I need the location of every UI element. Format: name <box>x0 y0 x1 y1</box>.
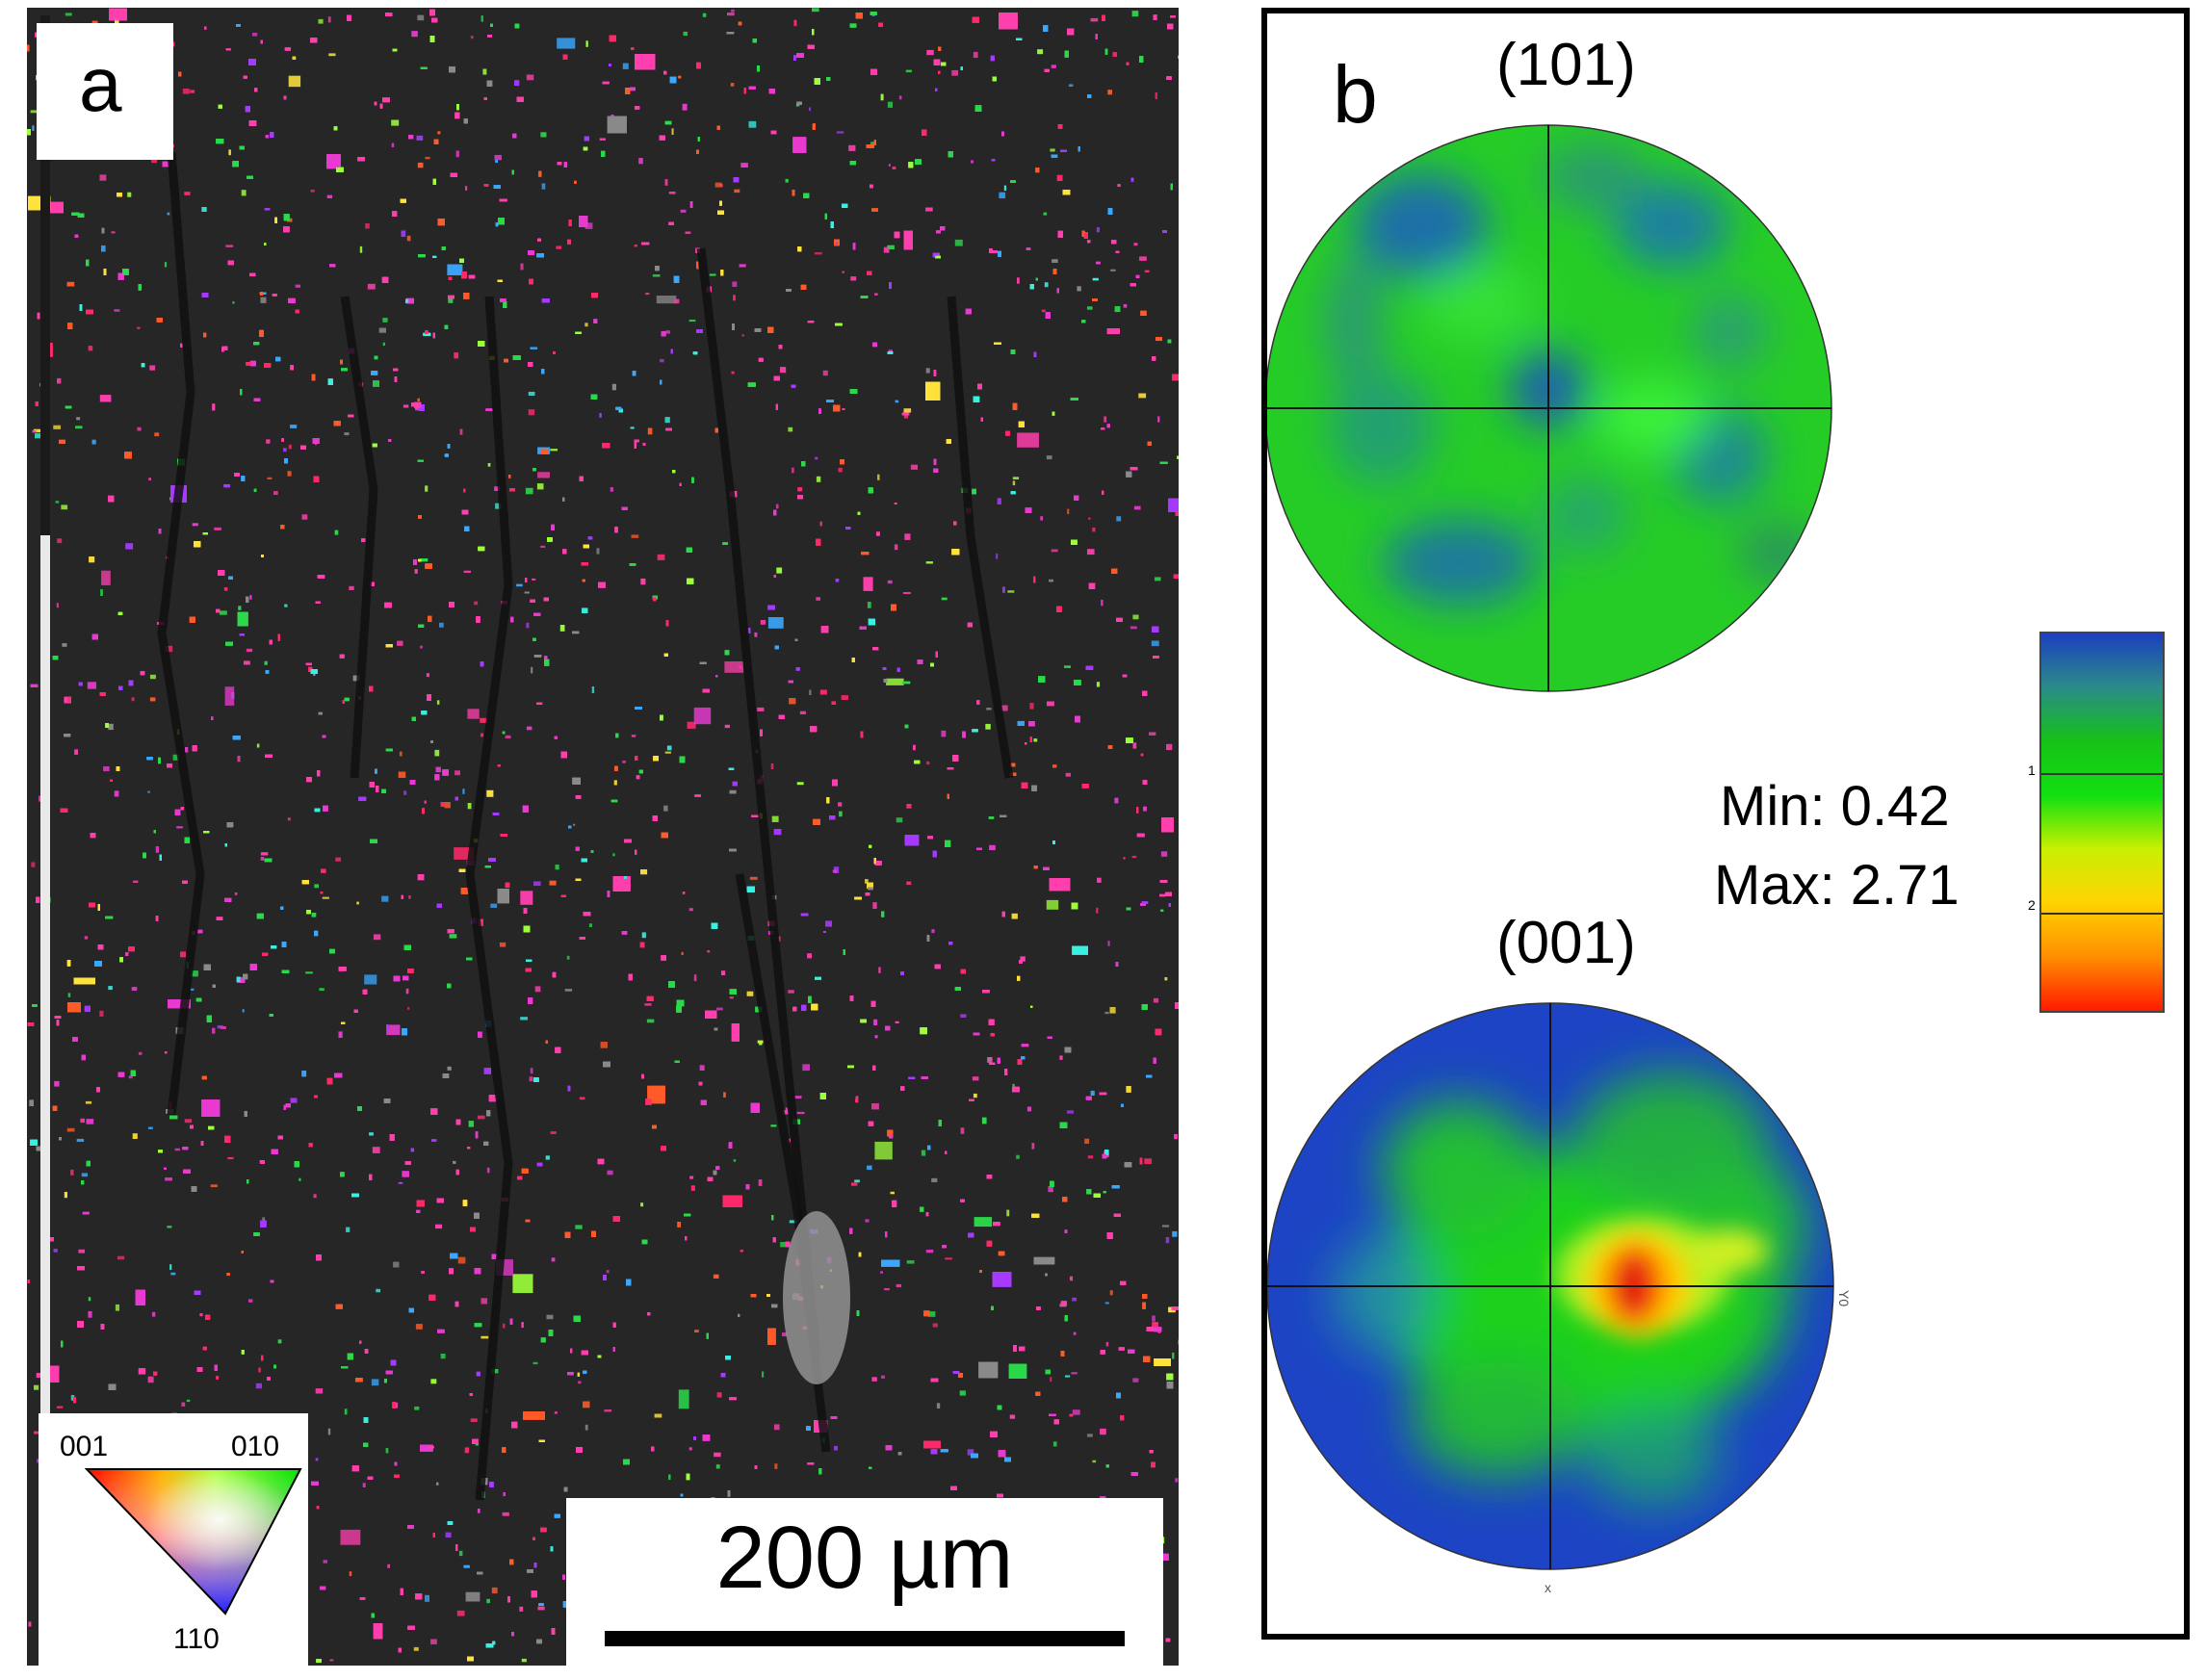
scale-bar-box: 200 µm <box>566 1498 1163 1666</box>
colorbar-tick-label-1: 1 <box>2028 762 2036 778</box>
min-intensity-label: Min: 0.42 <box>1720 775 1950 838</box>
colorbar-tick-label-2: 2 <box>2028 897 2036 913</box>
ebsd-crack <box>465 296 513 1501</box>
map-left-light-strip <box>40 535 50 1666</box>
panel-a-letter: a <box>79 41 122 127</box>
ipf-color-key: 001 010 110 <box>39 1413 308 1666</box>
ipf-label-001: 001 <box>60 1431 109 1462</box>
pole-figure-001 <box>1267 1003 1833 1569</box>
scale-bar-line <box>605 1631 1125 1646</box>
scale-bar-label: 200 µm <box>715 1509 1014 1607</box>
ipf-label-110: 110 <box>173 1623 220 1655</box>
colorbar-level-line <box>2041 913 2163 916</box>
map-left-dark-bar <box>40 15 50 535</box>
intensity-colorbar <box>2039 632 2165 1013</box>
ebsd-map-graphic <box>27 8 1179 1666</box>
ipf-triangle-graphic <box>84 1468 302 1615</box>
panel-a-label-box: a <box>37 23 173 160</box>
ebsd-crack <box>157 151 205 1116</box>
ebsd-grains <box>27 8 1179 1666</box>
ebsd-crack <box>340 296 378 779</box>
pole-figures-graphic: Y0 x <box>1267 124 1852 1595</box>
colorbar-level-line <box>2041 773 2163 776</box>
ebsd-crack <box>947 296 1014 779</box>
ebsd-unindexed-region <box>783 1211 850 1384</box>
ebsd-orientation-map: a <box>27 8 1179 1666</box>
axis-mark-bottom: x <box>1545 1580 1551 1595</box>
pole-figure-001-title: (001) <box>1496 910 1636 976</box>
ipf-label-010: 010 <box>231 1431 280 1462</box>
panel-b-letter: b <box>1333 49 1378 140</box>
pole-figures-panel: Y0 x b (101) (001) Min: 0.42 Max: 2.71 1… <box>1261 8 2190 1640</box>
max-intensity-label: Max: 2.71 <box>1714 854 1960 917</box>
pole-figure-101-title: (101) <box>1496 32 1636 98</box>
axis-mark-right: Y0 <box>1836 1290 1852 1306</box>
ebsd-crack <box>696 247 821 1357</box>
ebsd-background <box>27 8 1179 1666</box>
